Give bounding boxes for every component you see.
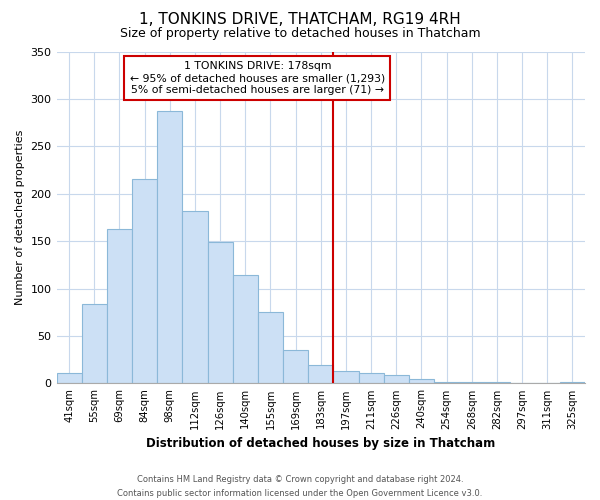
Bar <box>459 382 484 384</box>
Bar <box>383 375 409 384</box>
Text: 1, TONKINS DRIVE, THATCHAM, RG19 4RH: 1, TONKINS DRIVE, THATCHAM, RG19 4RH <box>139 12 461 28</box>
Bar <box>182 211 208 384</box>
Bar <box>434 382 459 384</box>
Bar <box>56 373 82 384</box>
Bar <box>283 350 308 384</box>
X-axis label: Distribution of detached houses by size in Thatcham: Distribution of detached houses by size … <box>146 437 496 450</box>
Bar <box>157 111 182 384</box>
Text: Size of property relative to detached houses in Thatcham: Size of property relative to detached ho… <box>119 26 481 40</box>
Bar <box>560 382 585 384</box>
Text: 1 TONKINS DRIVE: 178sqm
← 95% of detached houses are smaller (1,293)
5% of semi-: 1 TONKINS DRIVE: 178sqm ← 95% of detache… <box>130 62 385 94</box>
Text: Contains HM Land Registry data © Crown copyright and database right 2024.
Contai: Contains HM Land Registry data © Crown c… <box>118 476 482 498</box>
Bar <box>359 373 383 384</box>
Bar <box>107 229 132 384</box>
Bar <box>208 242 233 384</box>
Bar <box>334 371 359 384</box>
Bar <box>409 378 434 384</box>
Bar <box>233 276 258 384</box>
Bar <box>258 312 283 384</box>
Bar <box>82 304 107 384</box>
Bar <box>484 382 509 384</box>
Bar <box>132 178 157 384</box>
Bar <box>308 366 334 384</box>
Y-axis label: Number of detached properties: Number of detached properties <box>15 130 25 305</box>
